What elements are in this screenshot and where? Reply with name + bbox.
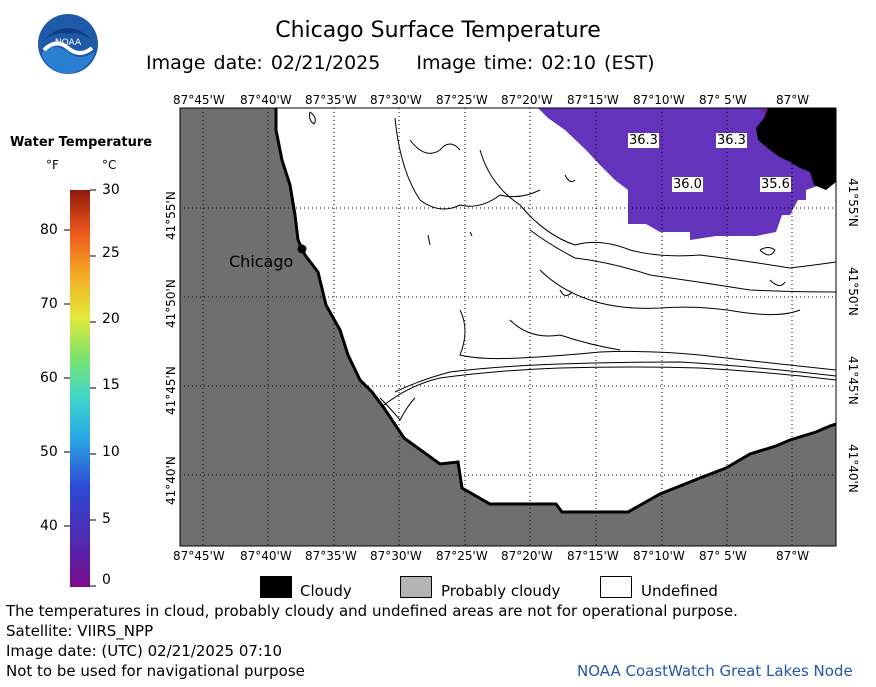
lon-label-bottom: 87°20'W [501,549,553,563]
lon-label-bottom: 87°W [776,549,810,563]
colorbar-ticks [64,189,96,587]
legend-label-undefined: Undefined [641,582,718,600]
shoreline [274,108,837,514]
c-tick-30: 30 [102,182,120,198]
lat-label-left: 41°50'N [164,279,178,328]
map-title: Chicago Surface Temperature [275,18,601,43]
lon-label-top: 87°30'W [370,93,422,107]
unit-fahrenheit: °F [46,158,59,172]
lon-label-top: 87°25'W [436,93,488,107]
utc-date-text: Image date: (UTC) 02/21/2025 07:10 [6,642,283,660]
lon-label-top: 87° 5'W [699,93,747,107]
lat-label-right: 41°40'N [846,444,860,493]
lon-label-bottom: 87°35'W [305,549,357,563]
c-tick-25: 25 [102,245,120,261]
disclaimer-text: The temperatures in cloud, probably clou… [6,602,738,620]
f-tick-50: 50 [40,444,58,460]
lon-label-top: 87°W [776,93,810,107]
c-tick-5: 5 [102,511,111,527]
image-time-label: Image time: 02:10 (EST) [416,52,655,74]
temp-label: 36.3 [628,133,659,148]
temp-label: 36.3 [716,133,747,148]
f-tick-40: 40 [40,518,58,534]
colorbar-gradient [70,190,90,587]
cloud-region [756,108,836,190]
lat-label-right: 41°55'N [846,178,860,227]
legend-label-cloudy: Cloudy [300,582,352,600]
legend-swatch-cloudy [260,576,292,598]
f-tick-60: 60 [40,370,58,386]
image-date-label: Image date: 02/21/2025 [146,52,381,74]
navigation-warning: Not to be used for navigational purpose [6,662,305,680]
c-tick-15: 15 [102,377,120,393]
lon-label-bottom: 87°45'W [173,549,225,563]
land-region [180,108,836,546]
lon-label-bottom: 87°10'W [633,549,685,563]
c-tick-20: 20 [102,311,120,327]
lat-label-right: 41°45'N [846,356,860,405]
lat-label-left: 41°55'N [164,191,178,240]
lon-label-bottom: 87°30'W [370,549,422,563]
city-label-chicago: Chicago [229,252,294,271]
lon-label-top: 87°20'W [501,93,553,107]
map-frame [179,107,837,547]
map-grid [180,108,836,546]
legend-swatch-probably-cloudy [400,576,432,598]
lat-label-right: 41°50'N [846,267,860,316]
c-tick-10: 10 [102,444,120,460]
image-datetime: Image date: 02/21/2025 Image time: 02:10 … [146,52,655,74]
undefined-contours [309,111,837,421]
chicago-marker [297,244,307,254]
lon-label-top: 87°45'W [173,93,225,107]
colorbar-title: Water Temperature [10,135,153,150]
legend-swatch-undefined [600,576,632,598]
legend-label-probably-cloudy: Probably cloudy [441,582,561,600]
c-tick-0: 0 [102,572,111,588]
temp-label: 36.0 [672,177,703,192]
lon-label-bottom: 87° 5'W [699,549,747,563]
credit-text: NOAA CoastWatch Great Lakes Node [577,662,853,680]
unit-celsius: °C [102,158,117,172]
lon-label-top: 87°35'W [305,93,357,107]
lon-label-bottom: 87°15'W [567,549,619,563]
lon-label-bottom: 87°40'W [240,549,292,563]
lon-label-top: 87°15'W [567,93,619,107]
logo-text: NOAA [55,38,82,48]
colorbar [64,189,96,587]
f-tick-80: 80 [40,222,58,238]
lon-label-bottom: 87°25'W [436,549,488,563]
temp-label: 35.6 [760,177,791,192]
lon-label-top: 87°40'W [240,93,292,107]
lon-label-top: 87°10'W [633,93,685,107]
noaa-logo: NOAA [38,14,98,74]
map-area [179,107,837,547]
f-tick-70: 70 [40,296,58,312]
lat-label-left: 41°40'N [164,456,178,505]
lat-label-left: 41°45'N [164,366,178,415]
satellite-text: Satellite: VIIRS_NPP [6,622,154,640]
